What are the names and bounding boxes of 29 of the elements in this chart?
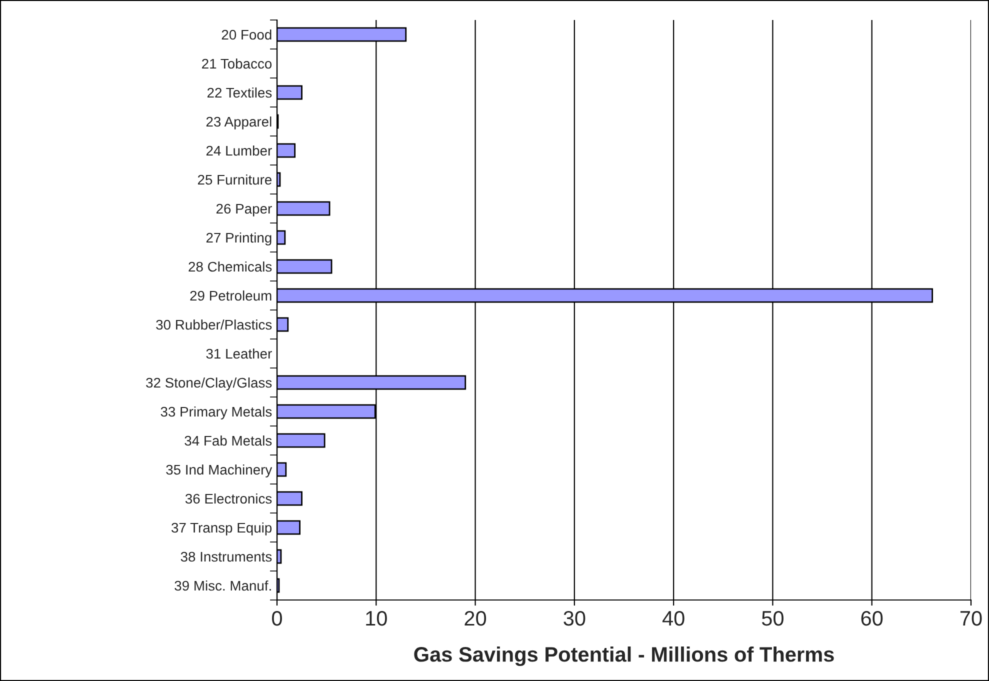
x-tick-label: 30 [564, 610, 586, 626]
y-tick-label: 22 Textiles [207, 87, 272, 98]
x-tick-label: 40 [662, 610, 684, 626]
x-tick-label: 70 [960, 610, 982, 626]
y-tick-label: 31 Leather [206, 348, 272, 359]
y-tick-label: 20 Food [222, 29, 272, 40]
y-tick-label: 33 Primary Metals [160, 406, 272, 420]
y-tick-label: 37 Transp Equip [172, 522, 272, 536]
y-tick-label: 29 Petroleum [190, 290, 272, 301]
y-tick-label: 32 Stone/Clay/Glass [146, 377, 272, 390]
y-tick-label: 36 Electronics [185, 493, 272, 504]
y-tick-label: 24 Lumber [206, 145, 272, 156]
x-axis-title: Gas Savings Potential - Millions of Therms [414, 646, 834, 666]
y-tick-label: 25 Furniture [198, 174, 272, 185]
y-tick-label: 27 Printing [206, 232, 272, 246]
y-tick-label: 21 Tobacco [202, 58, 272, 69]
y-tick-label: 23 Apparel [206, 116, 272, 130]
y-tick-label: 28 Chemicals [188, 261, 272, 272]
y-tick-label: 34 Fab Metals [184, 435, 272, 446]
y-tick-label: 30 Rubber/Plastics [156, 319, 272, 330]
y-tick-label: 38 Instruments [180, 552, 272, 562]
x-tick-label: 60 [861, 610, 883, 626]
x-tick-label: 0 [272, 610, 282, 626]
y-tick-label: 39 Misc. Manuf. [174, 580, 271, 591]
x-tick-label: 50 [762, 610, 784, 626]
y-tick-label: 26 Paper [216, 204, 272, 216]
x-tick-label: 10 [366, 610, 387, 626]
x-tick-label: 20 [464, 610, 486, 626]
y-tick-label: 35 Ind Machinery [166, 464, 272, 478]
